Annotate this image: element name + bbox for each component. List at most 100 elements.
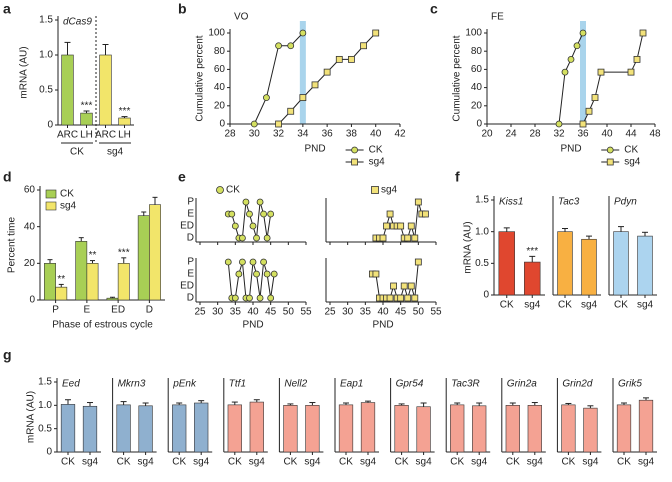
marker <box>270 270 278 278</box>
error-bar <box>365 400 371 403</box>
gene-title: Pdyn <box>614 197 637 208</box>
panel-label: b <box>178 1 187 17</box>
significance: *** <box>526 246 538 257</box>
error-bar <box>562 228 568 232</box>
x-tick-label: sg4 <box>471 457 488 468</box>
stage-line <box>375 201 426 239</box>
x-tick-label: CK <box>228 457 242 468</box>
gene-title: Tac3 <box>558 197 580 208</box>
y-axis-label: mRNA (AU) <box>26 391 37 443</box>
y-tick-label: 0.5 <box>475 258 489 269</box>
gene-title: Gpr54 <box>396 379 424 390</box>
marker <box>372 29 380 37</box>
stage-line <box>227 261 275 299</box>
panel-label: c <box>430 1 438 17</box>
legend-label: CK <box>369 145 383 156</box>
marker <box>567 55 575 63</box>
marker <box>407 282 415 290</box>
marker <box>246 294 253 302</box>
y-tick-label: 1.5 <box>38 377 52 388</box>
error-bar <box>65 399 71 405</box>
gene-title: Eed <box>62 379 80 390</box>
bar <box>149 204 161 301</box>
bar <box>99 54 112 126</box>
bar <box>450 404 465 453</box>
marker <box>238 234 246 242</box>
legend-label: sg4 <box>381 185 398 196</box>
bar <box>498 231 515 296</box>
error-bar <box>58 283 64 288</box>
x-tick-label: LH <box>80 130 93 141</box>
marker <box>249 222 257 230</box>
stage-label: E <box>187 209 194 220</box>
error-bar <box>87 402 93 407</box>
y-tick-label: 0 <box>46 447 52 458</box>
marker <box>224 258 232 266</box>
x-tick-label: 55 <box>300 307 312 318</box>
y-tick-label: 0.5 <box>39 85 53 96</box>
marker <box>360 42 367 50</box>
y-tick-label: 0 <box>476 119 482 130</box>
y-tick-label: 0 <box>219 119 225 130</box>
marker <box>235 270 243 278</box>
marker <box>253 234 260 242</box>
y-axis-label: mRNA (AU) <box>463 221 474 273</box>
gene-title: Mkrn3 <box>118 379 146 390</box>
marker <box>263 234 271 242</box>
y-tick-label: 60 <box>24 185 36 196</box>
bar <box>82 405 98 453</box>
bar <box>581 238 597 296</box>
y-tick-label: 40 <box>471 82 483 93</box>
marker <box>386 294 394 302</box>
y-tick-label: 0 <box>483 290 489 301</box>
stage-line <box>228 201 272 239</box>
error-bar <box>476 402 483 406</box>
marker <box>390 282 398 290</box>
bar <box>527 405 542 453</box>
x-tick-label: sg4 <box>582 457 599 468</box>
bar <box>60 404 76 453</box>
error-bar <box>643 397 649 401</box>
x-tick-label: 50 <box>283 307 295 318</box>
x-tick-label: sg4 <box>360 457 377 468</box>
x-tick-label: 25 <box>324 307 336 318</box>
marker <box>555 120 563 128</box>
y-tick-label: 20 <box>24 258 36 269</box>
bar <box>283 405 298 453</box>
x-tick-label: CK <box>561 457 575 468</box>
bar <box>116 404 131 453</box>
error-bar <box>90 260 95 264</box>
marker <box>561 68 569 76</box>
panel-label: a <box>3 1 11 17</box>
marker <box>348 55 355 63</box>
marker <box>383 222 390 230</box>
y-axis-label: Percent time <box>7 216 18 273</box>
x-tick-label: 34 <box>297 129 309 140</box>
x-tick-label: 48 <box>649 129 661 140</box>
bar <box>106 297 119 301</box>
bar <box>80 112 93 126</box>
bar <box>472 405 487 453</box>
error-bar <box>121 257 127 264</box>
marker <box>311 81 319 89</box>
marker <box>238 258 246 266</box>
gene-title: Grin2a <box>507 379 537 390</box>
y-tick-label: 1.5 <box>475 195 489 206</box>
x-tick-label: 30 <box>212 307 224 318</box>
error-bar <box>587 405 594 409</box>
bar <box>44 263 56 301</box>
error-bar <box>141 211 147 216</box>
x-tick-label: 35 <box>360 307 372 318</box>
legend-label: CK <box>226 185 240 196</box>
gene-title: Ttf1 <box>229 379 246 390</box>
legend-label: CK <box>60 189 74 200</box>
error-bar <box>509 402 516 406</box>
error-bar <box>621 402 627 405</box>
marker <box>242 198 250 206</box>
marker <box>573 42 581 50</box>
bar <box>75 241 88 301</box>
error-bar <box>586 235 592 240</box>
error-bar <box>102 44 109 55</box>
x-tick-label: 55 <box>430 307 442 318</box>
error-bar <box>309 402 316 406</box>
